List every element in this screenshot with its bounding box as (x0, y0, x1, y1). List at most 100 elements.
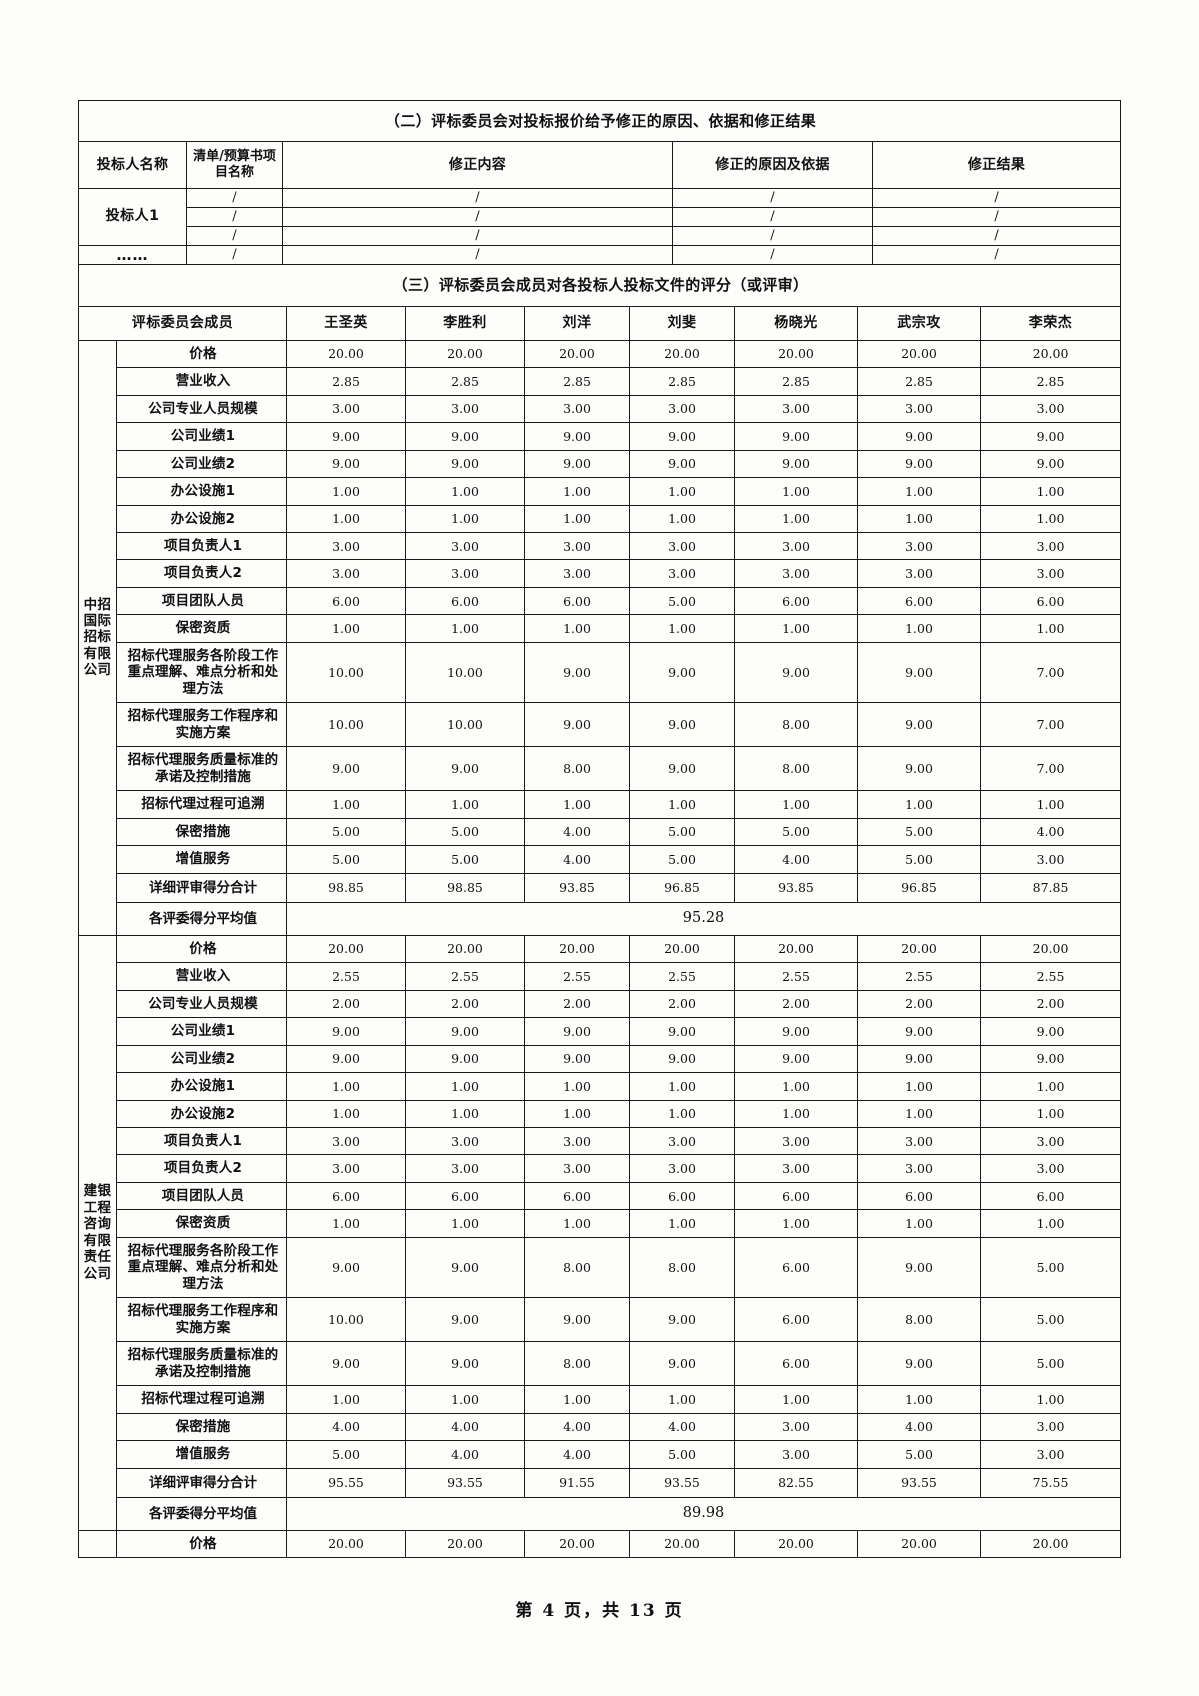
score-cell: 1.00 (405, 477, 525, 506)
score-cell: 9.00 (524, 702, 630, 748)
score-cell: 7.00 (979, 746, 1122, 792)
score-cell: 9.00 (979, 1044, 1122, 1074)
score-cell: 5.00 (979, 1341, 1122, 1387)
company-name-line: 公司 (83, 662, 112, 679)
score-cell: 3.00 (857, 531, 981, 561)
score-row: 招标代理服务工作程序和实施方案 10.00 10.00 9.00 9.00 8.00 9.0… (79, 702, 1122, 748)
average-label: 各评委得分平均值 (116, 1497, 287, 1531)
score-cell: 3.00 (857, 1126, 981, 1156)
criterion-label: 价格 (116, 339, 287, 369)
score-cell: 20.00 (857, 1529, 981, 1559)
score-cell: 1.00 (524, 1072, 630, 1101)
score-row: 办公设施1 1.00 1.00 1.00 1.00 1.00 1.00 1.00 (79, 477, 1122, 506)
score-cell: 9.00 (979, 422, 1122, 451)
score-cell: 20.00 (734, 339, 858, 369)
score-row: 公司业绩2 9.00 9.00 9.00 9.00 9.00 9.00 9.00 (79, 1044, 1122, 1074)
score-cell: 3.00 (979, 394, 1122, 424)
total-label: 详细评审得分合计 (116, 872, 287, 904)
score-cell: 3.00 (524, 559, 630, 588)
score-cell: 9.00 (405, 422, 525, 451)
score-cell: 8.00 (629, 1236, 735, 1299)
section-3-title: （三）评标委员会成员对各投标人投标文件的评分（或评审） (77, 264, 1122, 307)
criterion-label: 招标代理服务各阶段工作重点理解、难点分析和处理方法 (116, 1236, 287, 1299)
score-cell: 4.00 (524, 1412, 630, 1442)
score-cell: 2.85 (979, 367, 1122, 396)
score-cell: 2.00 (286, 989, 406, 1019)
score-cell: 1.00 (405, 790, 525, 819)
criterion-label: 招标代理服务各阶段工作重点理解、难点分析和处理方法 (116, 641, 287, 704)
score-cell: 1.00 (734, 477, 858, 506)
score-cell: 2.85 (405, 367, 525, 396)
score-cell: 6.00 (734, 1297, 858, 1343)
score-row: 价格 20.00 20.00 20.00 20.00 20.00 20.00 20.00 (78, 1529, 1122, 1559)
score-cell: 8.00 (734, 702, 858, 748)
score-cell: 1.00 (979, 477, 1122, 506)
score-row: 营业收入 2.85 2.85 2.85 2.85 2.85 2.85 2.85 (79, 367, 1122, 396)
score-cell: 2.55 (734, 962, 858, 991)
score-cell: 6.00 (524, 586, 630, 616)
score-cell: 3.00 (979, 531, 1122, 561)
score-cell: 9.00 (629, 1297, 735, 1343)
total-score-cell: 93.55 (857, 1467, 981, 1499)
criterion-label: 公司业绩1 (116, 1017, 287, 1046)
criterion-label: 营业收入 (116, 962, 287, 991)
section-2-row: 投标人1// / / (78, 188, 1122, 247)
score-cell: 3.00 (979, 845, 1122, 874)
score-cell: 3.00 (734, 1412, 858, 1442)
section-2-value-cell: / (672, 245, 873, 266)
score-cell: 1.00 (857, 1099, 981, 1128)
score-cell: 9.00 (405, 1341, 525, 1387)
score-cell: 1.00 (629, 504, 735, 533)
score-row: 增值服务 5.00 5.00 4.00 5.00 4.00 5.00 3.00 (79, 845, 1122, 874)
score-cell: 3.00 (405, 559, 525, 588)
score-cell: 2.00 (734, 989, 858, 1019)
criterion-label: 招标代理服务质量标准的承诺及控制措施 (116, 746, 287, 792)
score-cell: 9.00 (286, 746, 406, 792)
score-cell: 3.00 (286, 531, 406, 561)
score-cell: 4.00 (629, 1412, 735, 1442)
score-cell: 20.00 (286, 339, 406, 369)
score-cell: 3.00 (857, 1154, 981, 1183)
score-cell: 10.00 (286, 641, 406, 704)
criterion-label: 保密资质 (116, 614, 287, 643)
score-cell: 6.00 (524, 1181, 630, 1211)
average-row: 各评委得分平均值 95.28 (79, 902, 1122, 936)
total-score-cell: 87.85 (979, 872, 1122, 904)
score-cell: 1.00 (524, 1385, 630, 1414)
score-cell: 5.00 (286, 1440, 406, 1469)
score-cell: 3.00 (734, 1154, 858, 1183)
score-cell: 5.00 (979, 1297, 1122, 1343)
criterion-label: 办公设施2 (116, 1099, 287, 1128)
section-2-title-row: （二）评标委员会对投标报价给予修正的原因、依据和修正结果 (77, 99, 1122, 143)
total-score-cell: 82.55 (734, 1467, 858, 1499)
score-row: 招标代理服务各阶段工作重点理解、难点分析和处理方法 10.00 10.00 9.00 9… (79, 641, 1122, 704)
company-name-line: 咨询 (83, 1216, 112, 1233)
section-2-value-cell: / (282, 188, 673, 209)
score-cell: 1.00 (524, 504, 630, 533)
score-cell: 2.55 (857, 962, 981, 991)
score-cell: 1.00 (629, 1385, 735, 1414)
score-cell: 9.00 (286, 449, 406, 479)
score-cell: 3.00 (629, 531, 735, 561)
bidder-company-name: 建银 工程 咨询 有限 责任 公司 (78, 934, 117, 1531)
score-row: 招标代理过程可追溯 1.00 1.00 1.00 1.00 1.00 1.00 1.00 (79, 1385, 1122, 1414)
score-cell: 9.00 (524, 422, 630, 451)
score-cell: 6.00 (405, 586, 525, 616)
score-cell: 10.00 (405, 641, 525, 704)
score-cell: 4.00 (857, 1412, 981, 1442)
criterion-label: 招标代理服务工作程序和实施方案 (116, 702, 287, 748)
score-cell: 2.85 (734, 367, 858, 396)
score-cell: 1.00 (524, 614, 630, 643)
score-cell: 5.00 (857, 1440, 981, 1469)
score-cell: 20.00 (524, 934, 630, 964)
section-2-bidder-name: …… (78, 245, 187, 266)
score-cell: 20.00 (405, 934, 525, 964)
section-2-header-cell: 投标人名称 (78, 141, 187, 190)
score-cell: 1.00 (405, 614, 525, 643)
section-2-row: …… / / / / (78, 245, 1122, 266)
score-cell: 3.00 (979, 1412, 1122, 1442)
score-cell: 6.00 (734, 1236, 858, 1299)
section-2-value-cell: / (672, 226, 873, 247)
score-row: 办公设施1 1.00 1.00 1.00 1.00 1.00 1.00 1.00 (79, 1072, 1122, 1101)
score-cell: 9.00 (524, 641, 630, 704)
